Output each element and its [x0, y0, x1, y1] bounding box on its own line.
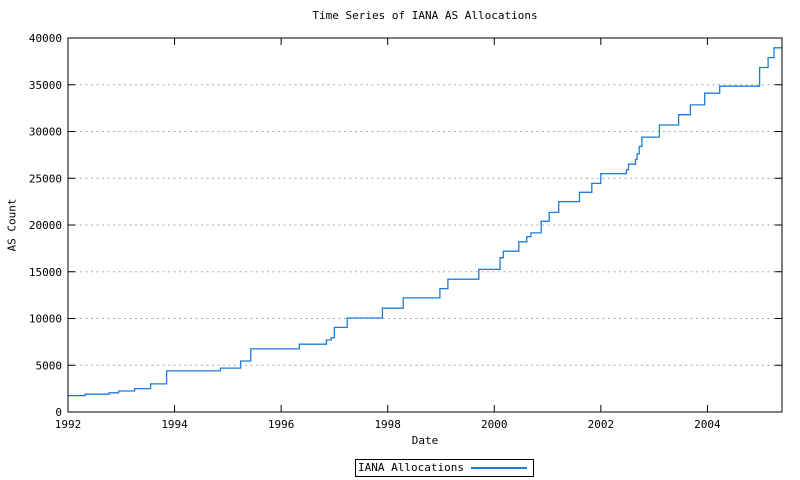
x-tick-label: 1996 [268, 418, 295, 431]
x-axis-label: Date [411, 434, 439, 447]
legend-box: IANA Allocations [355, 459, 534, 477]
y-tick-label: 10000 [29, 313, 62, 326]
y-tick-label: 15000 [29, 266, 62, 279]
y-tick-label: 30000 [29, 126, 62, 139]
y-tick-label: 35000 [29, 79, 62, 92]
y-tick-label: 5000 [36, 359, 63, 372]
data-line [68, 47, 782, 397]
legend-label: IANA Allocations [358, 461, 464, 474]
legend-line-sample [470, 467, 527, 469]
y-tick-label: 20000 [29, 219, 62, 232]
chart-title: Time Series of IANA AS Allocations [312, 9, 538, 22]
x-tick-label: 2004 [694, 418, 721, 431]
x-tick-label: 1994 [161, 418, 188, 431]
x-tick-label: 2002 [588, 418, 615, 431]
x-tick-label: 1992 [55, 418, 82, 431]
y-tick-label: 0 [55, 406, 62, 419]
x-tick-label: 1998 [374, 418, 401, 431]
y-tick-label: 25000 [29, 172, 62, 185]
x-tick-label: 2000 [481, 418, 508, 431]
y-tick-label: 40000 [29, 32, 62, 45]
